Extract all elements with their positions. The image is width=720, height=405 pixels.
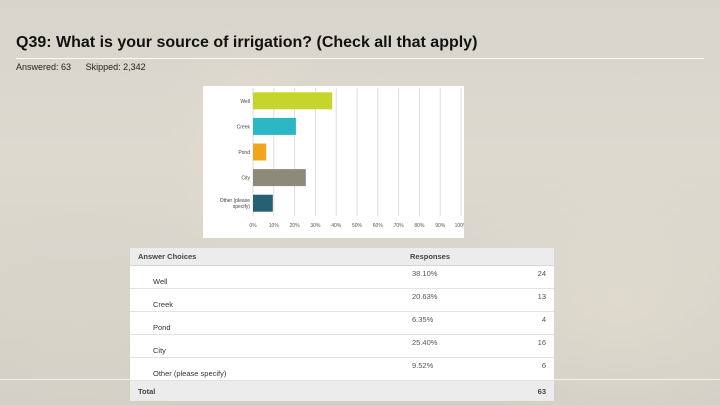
row-response-count: 13 xyxy=(537,292,546,301)
table-row: City 25.40% 16 xyxy=(130,335,554,358)
table-row: Pond 6.35% 4 xyxy=(130,312,554,335)
table-row: Well 38.10% 24 xyxy=(130,266,554,289)
row-response-count: 24 xyxy=(537,269,546,278)
x-tick-label: 50% xyxy=(352,223,363,229)
x-tick-label: 10% xyxy=(269,223,280,229)
footer-divider xyxy=(0,379,720,380)
x-tick-label: 90% xyxy=(435,223,446,229)
responses-table: Answer Choices Responses Well 38.10% 24 … xyxy=(130,248,554,401)
x-tick-label: 70% xyxy=(394,223,405,229)
bar xyxy=(253,92,333,110)
row-response-count: 6 xyxy=(541,361,546,370)
x-tick-label: 30% xyxy=(310,223,321,229)
x-tick-label: 80% xyxy=(414,223,425,229)
table-row: Other (please specify) 9.52% 6 xyxy=(130,358,554,381)
bar xyxy=(253,143,267,161)
category-label: City xyxy=(241,176,250,182)
row-choice: Pond xyxy=(153,323,171,332)
header-answer-choices: Answer Choices xyxy=(138,252,197,261)
category-label: Well xyxy=(240,99,250,105)
row-choice: Other (please specify) xyxy=(153,369,227,378)
row-response-count: 4 xyxy=(541,315,546,324)
x-tick-label: 0% xyxy=(249,223,257,229)
answered-count: Answered: 63 xyxy=(16,62,72,72)
row-response-percent: 6.35% xyxy=(412,315,434,324)
bar-chart: 0% 10% 20% 30% 40% 50% 60% 70% 80% 90% 100% Well Cre… xyxy=(203,86,464,238)
row-response-count: 16 xyxy=(537,338,546,347)
header-responses: Responses xyxy=(410,252,451,261)
row-choice: City xyxy=(153,346,166,355)
response-stats: Answered: 63 Skipped: 2,342 xyxy=(16,62,158,72)
bar xyxy=(253,194,273,212)
table-header: Answer Choices Responses xyxy=(130,248,554,266)
x-tick-label: 20% xyxy=(290,223,301,229)
row-choice: Creek xyxy=(153,300,174,309)
bar-chart-svg: 0% 10% 20% 30% 40% 50% 60% 70% 80% 90% 100% Well Cre… xyxy=(220,88,464,229)
x-tick-label: 60% xyxy=(373,223,384,229)
title-divider xyxy=(16,58,704,59)
x-tick-label: 100% xyxy=(455,223,464,229)
total-label: Total xyxy=(138,386,156,396)
category-label: specify) xyxy=(233,204,251,210)
category-label: Pond xyxy=(238,150,250,156)
table-row: Creek 20.63% 13 xyxy=(130,289,554,312)
row-response-percent: 25.40% xyxy=(412,338,438,347)
row-response-percent: 38.10% xyxy=(412,269,438,278)
total-value: 63 xyxy=(537,386,546,396)
row-response-percent: 9.52% xyxy=(412,361,434,370)
x-tick-label: 40% xyxy=(331,223,342,229)
bar xyxy=(253,117,296,135)
table-total-row: Total 63 xyxy=(130,381,554,401)
skipped-count: Skipped: 2,342 xyxy=(85,62,146,72)
slide-title: Q39: What is your source of irrigation? … xyxy=(16,34,478,51)
row-response-percent: 20.63% xyxy=(412,292,438,301)
bar xyxy=(253,169,306,187)
row-choice: Well xyxy=(153,277,168,286)
category-label: Creek xyxy=(237,124,251,130)
category-label: Other (please xyxy=(220,198,251,204)
